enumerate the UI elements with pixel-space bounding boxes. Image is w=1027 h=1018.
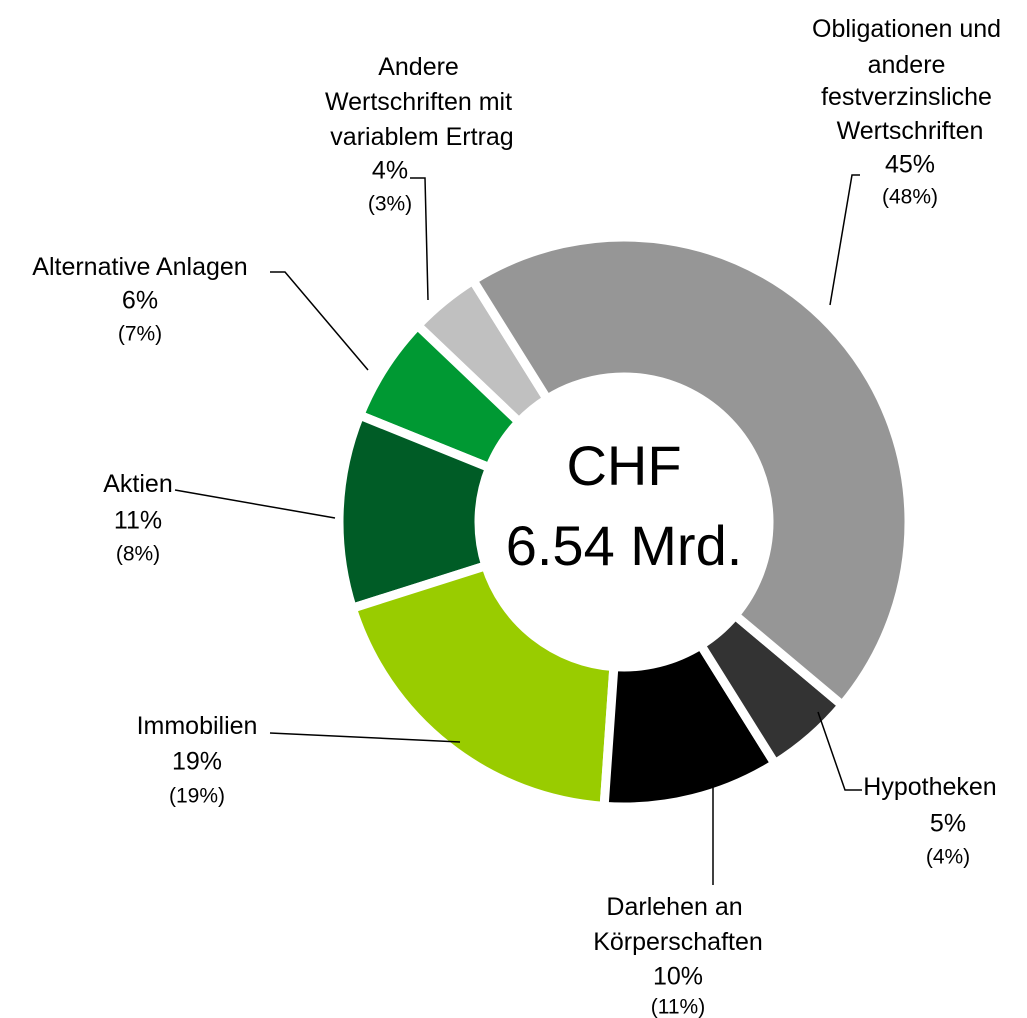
prior-value-label: (11%) bbox=[651, 996, 705, 1018]
leader-line bbox=[829, 174, 860, 306]
category-label: Immobilien bbox=[137, 712, 258, 740]
prior-value-label: (4%) bbox=[926, 846, 970, 869]
center-text: CHF bbox=[566, 434, 681, 497]
category-label: Andere Wertschriften mit variablem Ertra… bbox=[325, 53, 519, 151]
category-label: Alternative Anlagen bbox=[32, 253, 247, 281]
category-label: Hypotheken bbox=[863, 773, 996, 801]
value-label: 19% bbox=[172, 748, 222, 776]
leader-line bbox=[817, 711, 862, 791]
donut-segment bbox=[334, 409, 496, 614]
prior-value-label: (3%) bbox=[368, 193, 412, 216]
category-label: Aktien bbox=[103, 470, 172, 498]
value-label: 10% bbox=[653, 963, 703, 991]
value-label: 45% bbox=[885, 151, 935, 179]
value-label: 5% bbox=[930, 810, 966, 838]
leader-line bbox=[174, 489, 336, 519]
category-label: Obligationen und andere festverzinsliche… bbox=[812, 15, 1008, 145]
leader-line bbox=[410, 177, 429, 301]
donut-segment bbox=[466, 232, 914, 712]
center-text: 6.54 Mrd. bbox=[506, 514, 743, 577]
category-label: Darlehen an Körperschaften bbox=[593, 893, 763, 956]
donut-segment bbox=[353, 319, 526, 474]
leader-line bbox=[270, 271, 369, 371]
prior-value-label: (7%) bbox=[118, 323, 162, 346]
donut-segment bbox=[694, 608, 849, 770]
prior-value-label: (48%) bbox=[882, 186, 938, 209]
donut-segment bbox=[346, 560, 619, 812]
prior-value-label: (19%) bbox=[169, 785, 225, 808]
value-label: 4% bbox=[372, 157, 408, 185]
prior-value-label: (8%) bbox=[116, 543, 160, 566]
leader-line bbox=[269, 732, 461, 743]
value-label: 6% bbox=[122, 287, 158, 315]
value-label: 11% bbox=[114, 507, 162, 535]
donut-segment bbox=[599, 638, 782, 812]
